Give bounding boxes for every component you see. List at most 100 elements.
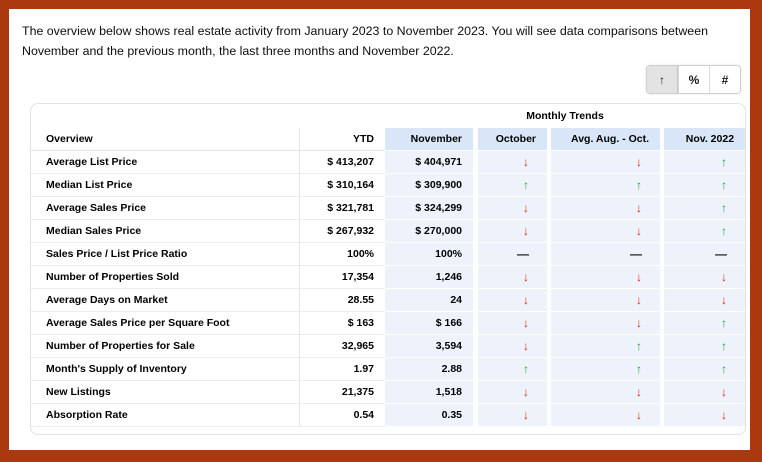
- row-label: Median List Price: [31, 174, 300, 197]
- ytd-value: 32,965: [300, 335, 385, 358]
- november-value: $ 270,000: [385, 220, 473, 243]
- group-header-row: Monthly Trends: [31, 104, 745, 128]
- november-value: $ 404,971: [385, 151, 473, 174]
- row-label: Number of Properties Sold: [31, 266, 300, 289]
- ytd-value: $ 413,207: [300, 151, 385, 174]
- column-header-october: October: [473, 128, 547, 151]
- avg-aug-oct-trend-icon: ↑: [547, 174, 660, 197]
- nov-2022-trend-icon: ↑: [660, 174, 745, 197]
- october-trend-icon: —: [473, 243, 547, 266]
- avg-aug-oct-trend-icon: ↓: [547, 381, 660, 404]
- october-trend-icon: ↓: [473, 220, 547, 243]
- column-header-nov-2022: Nov. 2022: [660, 128, 745, 151]
- ytd-value: $ 163: [300, 312, 385, 335]
- intro-text: The overview below shows real estate act…: [22, 24, 708, 58]
- november-value: 100%: [385, 243, 473, 266]
- hash-icon: #: [721, 72, 729, 87]
- nov-2022-trend-icon: ↓: [660, 381, 745, 404]
- october-trend-icon: ↓: [473, 404, 547, 427]
- nov-2022-trend-icon: ↑: [660, 151, 745, 174]
- october-trend-icon: ↓: [473, 197, 547, 220]
- nov-2022-trend-icon: ↑: [660, 312, 745, 335]
- overview-table-card: Monthly Trends Overview YTD November Oct…: [30, 103, 746, 435]
- nov-2022-trend-icon: ↓: [660, 289, 745, 312]
- column-header-november: November: [385, 128, 473, 151]
- avg-aug-oct-trend-icon: ↓: [547, 197, 660, 220]
- october-trend-icon: ↓: [473, 381, 547, 404]
- table-row: Median List Price $ 310,164 $ 309,900 ↑ …: [31, 174, 745, 197]
- table-row: Number of Properties Sold 17,354 1,246 ↓…: [31, 266, 745, 289]
- ytd-value: $ 267,932: [300, 220, 385, 243]
- ytd-value: 21,375: [300, 381, 385, 404]
- overview-table: Monthly Trends Overview YTD November Oct…: [31, 104, 745, 427]
- november-value: 2.88: [385, 358, 473, 381]
- group-header-spacer: [31, 104, 385, 128]
- row-label: Absorption Rate: [31, 404, 300, 427]
- october-trend-icon: ↓: [473, 289, 547, 312]
- column-header-row: Overview YTD November October Avg. Aug. …: [31, 128, 745, 151]
- nov-2022-trend-icon: ↑: [660, 335, 745, 358]
- nov-2022-trend-icon: ↑: [660, 197, 745, 220]
- nov-2022-trend-icon: ↑: [660, 220, 745, 243]
- avg-aug-oct-trend-icon: ↓: [547, 289, 660, 312]
- row-label: Month's Supply of Inventory: [31, 358, 300, 381]
- october-trend-icon: ↑: [473, 174, 547, 197]
- column-header-overview: Overview: [31, 128, 300, 151]
- table-row: Average Sales Price per Square Foot $ 16…: [31, 312, 745, 335]
- ytd-value: $ 321,781: [300, 197, 385, 220]
- toggle-number-button[interactable]: #: [709, 66, 740, 93]
- november-value: 3,594: [385, 335, 473, 358]
- table-row: Absorption Rate 0.54 0.35 ↓ ↓ ↓: [31, 404, 745, 427]
- november-value: $ 166: [385, 312, 473, 335]
- percent-icon: %: [688, 72, 700, 87]
- avg-aug-oct-trend-icon: ↓: [547, 266, 660, 289]
- nov-2022-trend-icon: —: [660, 243, 745, 266]
- october-trend-icon: ↓: [473, 312, 547, 335]
- november-value: $ 324,299: [385, 197, 473, 220]
- november-value: 0.35: [385, 404, 473, 427]
- nov-2022-trend-icon: ↓: [660, 404, 745, 427]
- avg-aug-oct-trend-icon: ↓: [547, 312, 660, 335]
- up-arrow-icon: ↑: [659, 72, 665, 87]
- row-label: Median Sales Price: [31, 220, 300, 243]
- table-row: Month's Supply of Inventory 1.97 2.88 ↑ …: [31, 358, 745, 381]
- november-value: $ 309,900: [385, 174, 473, 197]
- table-row: Median Sales Price $ 267,932 $ 270,000 ↓…: [31, 220, 745, 243]
- table-row: Average List Price $ 413,207 $ 404,971 ↓…: [31, 151, 745, 174]
- table-row: New Listings 21,375 1,518 ↓ ↓ ↓: [31, 381, 745, 404]
- column-header-avg-aug-oct: Avg. Aug. - Oct.: [547, 128, 660, 151]
- avg-aug-oct-trend-icon: ↑: [547, 335, 660, 358]
- table-row: Number of Properties for Sale 32,965 3,5…: [31, 335, 745, 358]
- view-toggle-group: ↑ % #: [646, 65, 741, 94]
- nov-2022-trend-icon: ↑: [660, 358, 745, 381]
- table-row: Average Sales Price $ 321,781 $ 324,299 …: [31, 197, 745, 220]
- row-label: Number of Properties for Sale: [31, 335, 300, 358]
- monthly-trends-header: Monthly Trends: [526, 110, 604, 122]
- nov-2022-trend-icon: ↓: [660, 266, 745, 289]
- table-row: Sales Price / List Price Ratio 100% 100%…: [31, 243, 745, 266]
- ytd-value: $ 310,164: [300, 174, 385, 197]
- avg-aug-oct-trend-icon: ↑: [547, 358, 660, 381]
- page-content: The overview below shows real estate act…: [9, 9, 750, 450]
- avg-aug-oct-trend-icon: ↓: [547, 220, 660, 243]
- column-header-ytd: YTD: [300, 128, 385, 151]
- october-trend-icon: ↓: [473, 266, 547, 289]
- avg-aug-oct-trend-icon: ↓: [547, 151, 660, 174]
- row-label: Sales Price / List Price Ratio: [31, 243, 300, 266]
- ytd-value: 1.97: [300, 358, 385, 381]
- october-trend-icon: ↓: [473, 151, 547, 174]
- ytd-value: 17,354: [300, 266, 385, 289]
- toggle-percent-button[interactable]: %: [678, 66, 709, 93]
- row-label: Average Days on Market: [31, 289, 300, 312]
- avg-aug-oct-trend-icon: ↓: [547, 404, 660, 427]
- ytd-value: 28.55: [300, 289, 385, 312]
- toggle-arrow-button[interactable]: ↑: [647, 66, 678, 93]
- october-trend-icon: ↓: [473, 335, 547, 358]
- november-value: 24: [385, 289, 473, 312]
- ytd-value: 100%: [300, 243, 385, 266]
- ytd-value: 0.54: [300, 404, 385, 427]
- november-value: 1,518: [385, 381, 473, 404]
- row-label: New Listings: [31, 381, 300, 404]
- november-value: 1,246: [385, 266, 473, 289]
